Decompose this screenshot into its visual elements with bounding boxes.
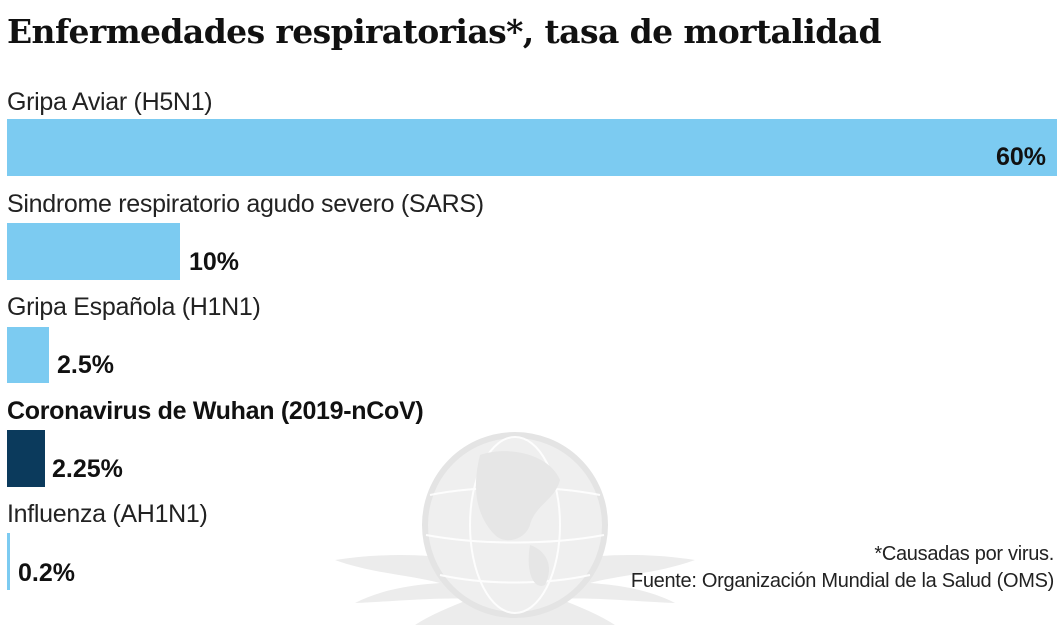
chart-title: Enfermedades respiratorias*, tasa de mor… [7,12,882,51]
bar-label: Influenza (AH1N1) [7,500,208,528]
bar-row-coronavirus: Coronavirus de Wuhan (2019-nCoV) 2.25% [0,397,1062,489]
bar-value: 10% [189,248,240,276]
bar-value: 2.25% [52,455,123,483]
source-credit: Fuente: Organización Mundial de la Salud… [630,570,1054,592]
bar-row-gripa-espanola: Gripa Española (H1N1) 2.5% [0,293,1062,385]
chart-notes: *Causadas por virus. Fuente: Organizació… [631,541,1054,595]
winged-globe-icon [330,425,700,625]
bar-value: 0.2% [18,559,75,587]
bar-label: Gripa Española (H1N1) [7,293,261,321]
bar-value: 60% [995,143,1046,171]
bar-value: 2.5% [57,351,114,379]
bar-row-influenza: Influenza (AH1N1) 0.2% [0,500,1062,592]
bar-row-sars: Sindrome respiratorio agudo severo (SARS… [0,190,1062,282]
bar-influenza [7,533,10,590]
bar-sars [7,223,180,280]
bar-gripa-espanola [7,327,49,383]
bar-coronavirus [7,430,45,487]
footnote: *Causadas por virus. [874,543,1054,565]
bar-row-gripa-aviar: Gripa Aviar (H5N1) 60% [0,88,1062,178]
bar-gripa-aviar: 60% [7,119,1057,176]
bar-label: Sindrome respiratorio agudo severo (SARS… [7,190,484,218]
bar-label: Coronavirus de Wuhan (2019-nCoV) [7,397,424,425]
bar-label: Gripa Aviar (H5N1) [7,88,213,116]
